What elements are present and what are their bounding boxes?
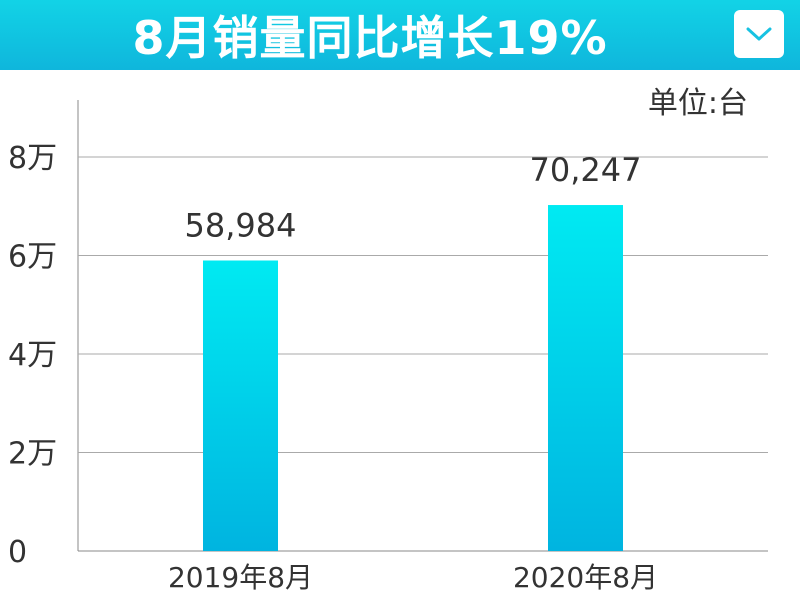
data-label: 58,984 <box>185 207 297 245</box>
page-title: 8月销量同比增长19% <box>132 11 608 65</box>
data-label: 70,247 <box>530 151 642 189</box>
unit-label: 单位:台 <box>647 86 748 121</box>
y-tick-label: 6万 <box>8 240 57 275</box>
y-tick-label: 2万 <box>8 437 57 472</box>
y-tick-label: 4万 <box>8 338 57 373</box>
bar <box>548 205 623 552</box>
y-tick-label: 0 <box>8 535 27 570</box>
x-tick-label: 2020年8月 <box>513 561 658 594</box>
header-bar <box>0 0 800 70</box>
bar <box>203 260 278 551</box>
x-tick-label: 2019年8月 <box>168 561 313 594</box>
chevron-down-icon <box>746 27 772 41</box>
dropdown-button[interactable] <box>734 10 784 58</box>
y-tick-label: 8万 <box>8 141 57 176</box>
